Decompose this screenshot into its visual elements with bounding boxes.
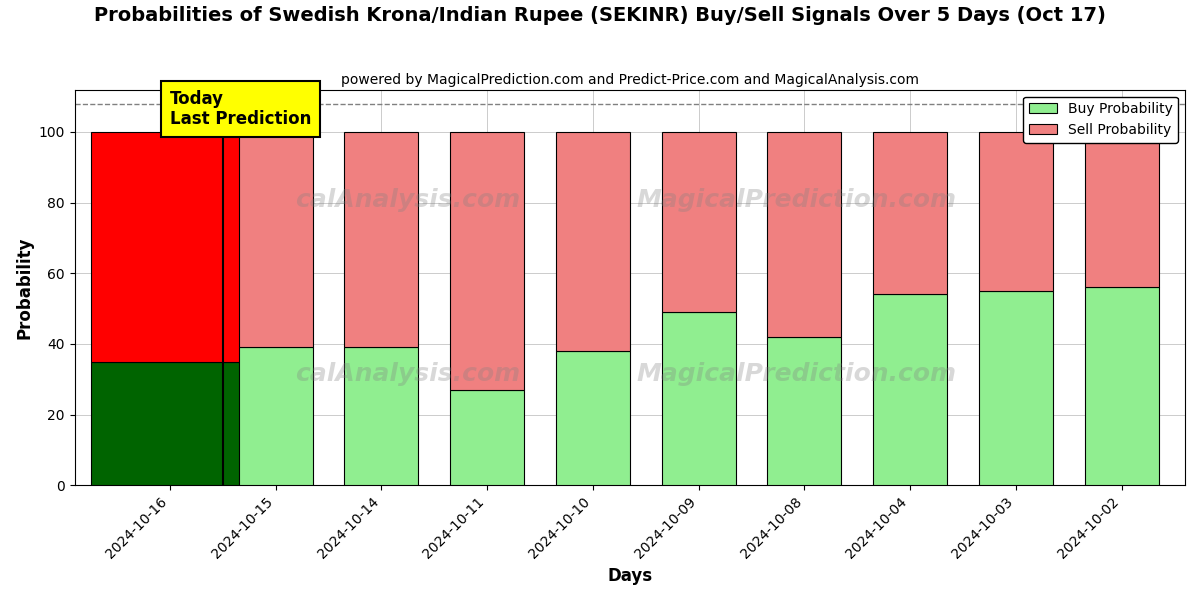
Bar [90, 362, 250, 485]
Bar [874, 295, 947, 485]
Bar [344, 347, 419, 485]
Bar [979, 291, 1052, 485]
Text: calAnalysis.com: calAnalysis.com [295, 362, 521, 386]
Y-axis label: Probability: Probability [16, 236, 34, 338]
Text: calAnalysis.com: calAnalysis.com [295, 188, 521, 212]
Bar [450, 390, 524, 485]
Legend: Buy Probability, Sell Probability: Buy Probability, Sell Probability [1024, 97, 1178, 143]
Bar [344, 132, 419, 347]
Bar [90, 132, 250, 362]
Text: Probabilities of Swedish Krona/Indian Rupee (SEKINR) Buy/Sell Signals Over 5 Day: Probabilities of Swedish Krona/Indian Ru… [94, 6, 1106, 25]
Bar [661, 132, 736, 312]
Bar [1085, 132, 1158, 287]
Bar [767, 337, 841, 485]
Bar [767, 132, 841, 337]
Text: MagicalPrediction.com: MagicalPrediction.com [636, 362, 956, 386]
Text: Today
Last Prediction: Today Last Prediction [170, 89, 311, 128]
Bar [979, 132, 1052, 291]
Bar [556, 351, 630, 485]
Bar [239, 347, 312, 485]
Text: MagicalPrediction.com: MagicalPrediction.com [636, 188, 956, 212]
Bar [1085, 287, 1158, 485]
Title: powered by MagicalPrediction.com and Predict-Price.com and MagicalAnalysis.com: powered by MagicalPrediction.com and Pre… [341, 73, 919, 87]
X-axis label: Days: Days [607, 567, 653, 585]
Bar [239, 132, 312, 347]
Bar [450, 132, 524, 390]
Bar [874, 132, 947, 295]
Bar [556, 132, 630, 351]
Bar [661, 312, 736, 485]
